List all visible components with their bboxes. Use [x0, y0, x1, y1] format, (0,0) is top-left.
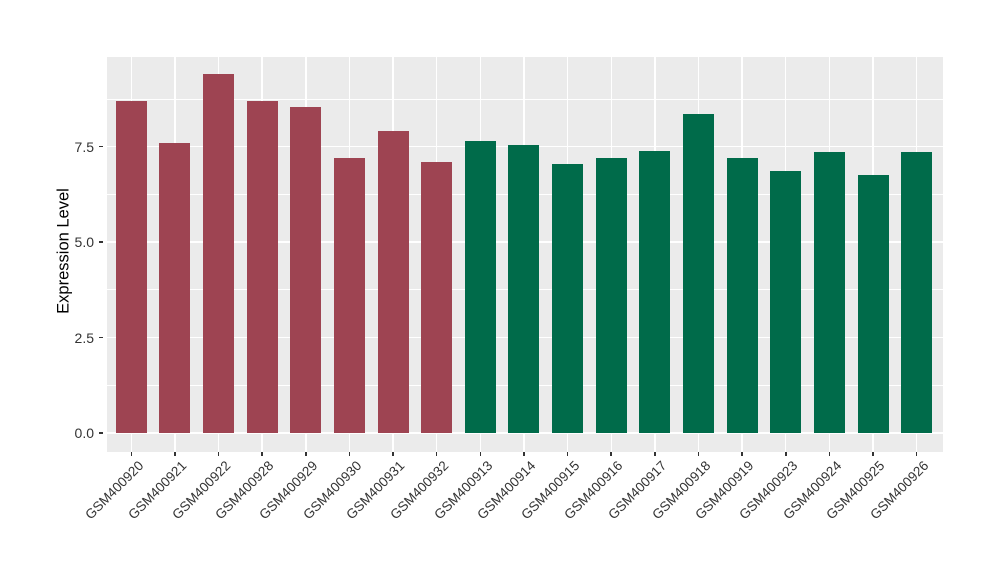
bar-GSM400921: [159, 142, 191, 433]
x-tick-mark: [828, 452, 831, 456]
bar-GSM400913: [464, 140, 496, 433]
x-tick-mark: [785, 452, 787, 456]
x-tick-mark: [697, 452, 700, 456]
bar-GSM400917: [639, 150, 671, 433]
bar-GSM400914: [508, 144, 540, 433]
x-tick-mark: [174, 452, 176, 456]
y-tick-mark: [99, 145, 103, 148]
x-tick-mark: [566, 452, 569, 456]
bar-GSM400919: [726, 158, 758, 433]
x-tick-mark: [523, 452, 525, 456]
bar-GSM400928: [246, 100, 278, 433]
x-tick-mark: [654, 452, 656, 456]
bar-GSM400929: [290, 106, 322, 433]
bar-GSM400920: [115, 100, 147, 433]
x-tick-mark: [479, 452, 482, 456]
bar-GSM400915: [552, 163, 584, 433]
y-tick-label: 5.0: [74, 234, 94, 251]
y-tick-label: 0.0: [74, 424, 94, 441]
bar-GSM400926: [901, 152, 933, 433]
y-tick-label: 2.5: [74, 329, 94, 346]
bar-GSM400916: [595, 158, 627, 433]
bar-GSM400930: [333, 158, 365, 433]
major-gridline: [107, 432, 943, 434]
bar-GSM400923: [770, 171, 802, 433]
x-tick-mark: [872, 452, 874, 456]
y-tick-label: 7.5: [74, 138, 94, 155]
y-tick-mark: [99, 336, 103, 339]
minor-gridline: [107, 98, 943, 100]
x-tick-mark: [915, 452, 918, 456]
bar-GSM400922: [203, 74, 235, 433]
y-tick-mark: [99, 241, 103, 243]
x-tick-mark: [392, 452, 394, 456]
x-tick-mark: [130, 452, 133, 456]
bar-GSM400925: [857, 175, 889, 433]
bar-GSM400931: [377, 131, 409, 433]
x-tick-mark: [741, 452, 743, 456]
plot-panel: [107, 57, 943, 452]
x-tick-mark: [348, 452, 351, 456]
x-tick-mark: [610, 452, 612, 456]
bar-GSM400932: [421, 161, 453, 433]
bar-GSM400924: [813, 152, 845, 433]
x-tick-mark: [217, 452, 220, 456]
y-tick-mark: [99, 432, 103, 434]
x-tick-mark: [261, 452, 263, 456]
y-axis-title: Expression Level: [54, 188, 73, 314]
x-tick-mark: [305, 452, 307, 456]
x-tick-mark: [435, 452, 438, 456]
bar-GSM400918: [682, 114, 714, 433]
